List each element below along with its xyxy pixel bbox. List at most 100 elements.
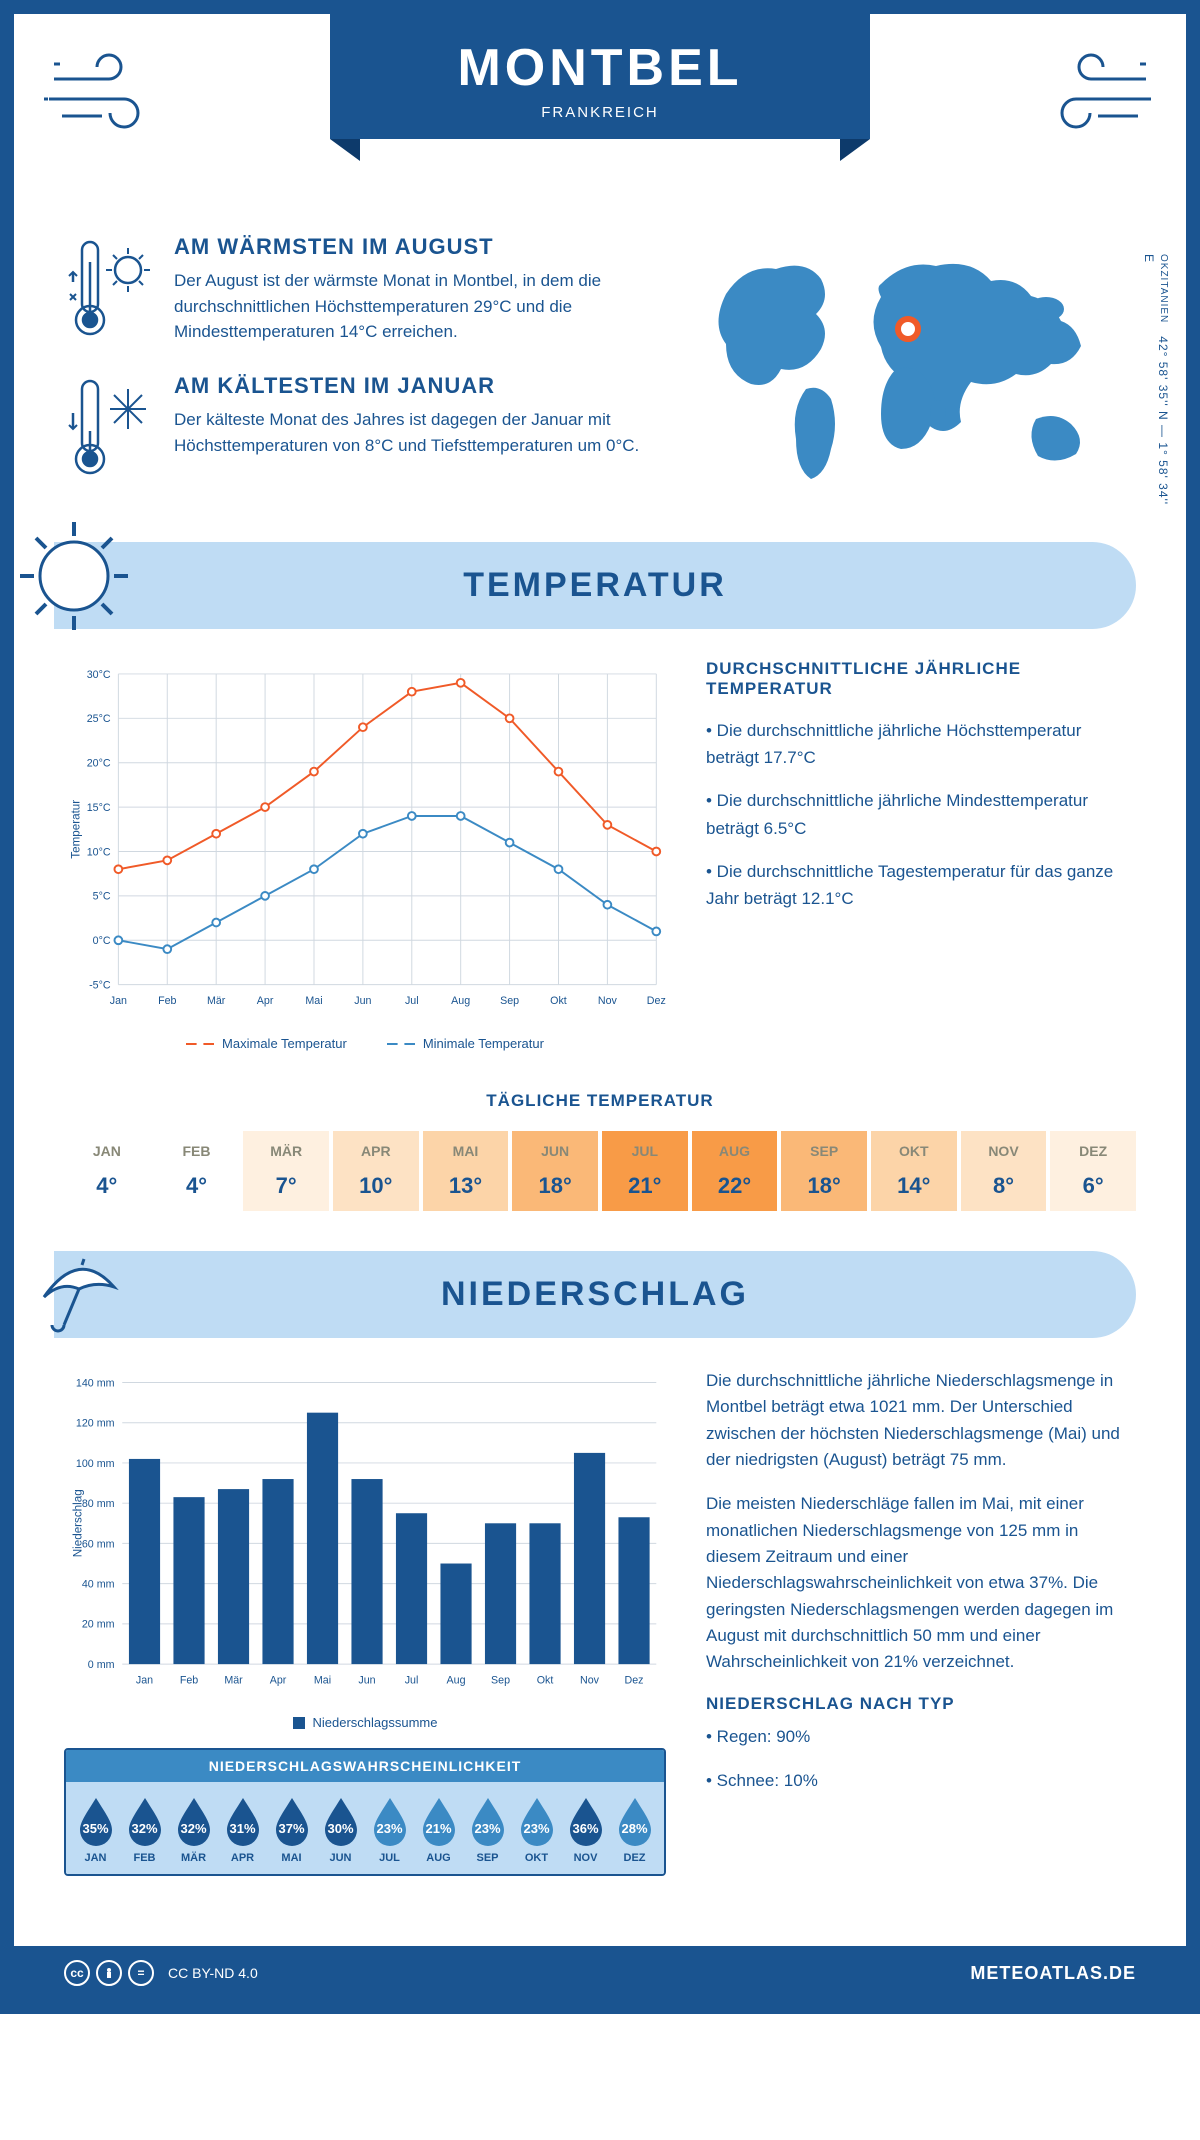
svg-text:80 mm: 80 mm bbox=[82, 1498, 115, 1510]
svg-text:0 mm: 0 mm bbox=[88, 1659, 115, 1671]
coldest-title: AM KÄLTESTEN IM JANUAR bbox=[174, 373, 666, 399]
svg-text:30°C: 30°C bbox=[87, 669, 111, 681]
daily-temperature-table: TÄGLICHE TEMPERATUR JAN4°FEB4°MÄR7°APR10… bbox=[64, 1091, 1136, 1211]
daily-temp-cell: SEP18° bbox=[781, 1131, 867, 1211]
warmest-title: AM WÄRMSTEN IM AUGUST bbox=[174, 234, 666, 260]
coldest-text: Der kälteste Monat des Jahres ist dagege… bbox=[174, 407, 666, 458]
prob-cell: 32%MÄR bbox=[170, 1794, 217, 1864]
svg-text:Feb: Feb bbox=[158, 995, 176, 1007]
license-text: CC BY-ND 4.0 bbox=[168, 1965, 258, 1981]
wind-icon-left bbox=[44, 44, 174, 149]
infographic-page: MONTBEL FRANKREICH AM WÄRMSTEN IM AUGUST… bbox=[0, 0, 1200, 2014]
svg-text:Mär: Mär bbox=[207, 995, 226, 1007]
svg-text:Jun: Jun bbox=[354, 995, 371, 1007]
svg-text:15°C: 15°C bbox=[87, 802, 111, 814]
daily-temp-cell: NOV8° bbox=[961, 1131, 1047, 1211]
svg-text:Jan: Jan bbox=[136, 1675, 153, 1687]
svg-text:5°C: 5°C bbox=[93, 891, 111, 903]
prob-cell: 30%JUN bbox=[317, 1794, 364, 1864]
site-name: METEOATLAS.DE bbox=[970, 1963, 1136, 1984]
prob-cell: 36%NOV bbox=[562, 1794, 609, 1864]
svg-text:40 mm: 40 mm bbox=[82, 1579, 115, 1591]
precip-heading: NIEDERSCHLAG bbox=[54, 1275, 1136, 1314]
cc-icons: cc = bbox=[64, 1960, 154, 1986]
thermometer-sun-icon bbox=[64, 234, 154, 349]
svg-text:Jun: Jun bbox=[358, 1675, 375, 1687]
svg-text:Aug: Aug bbox=[447, 1675, 466, 1687]
coordinates: OKZITANIEN 42° 58' 35'' N — 1° 58' 34'' … bbox=[1142, 254, 1170, 512]
temperature-line-chart: -5°C0°C5°C10°C15°C20°C25°C30°CJanFebMärA… bbox=[64, 659, 666, 1051]
page-subtitle: FRANKREICH bbox=[330, 104, 870, 121]
svg-text:60 mm: 60 mm bbox=[82, 1538, 115, 1550]
prob-cell: 31%APR bbox=[219, 1794, 266, 1864]
wind-icon-right bbox=[1026, 44, 1156, 149]
svg-text:100 mm: 100 mm bbox=[76, 1458, 115, 1470]
daily-temp-cell: JAN4° bbox=[64, 1131, 150, 1211]
svg-text:Sep: Sep bbox=[491, 1675, 510, 1687]
svg-text:25°C: 25°C bbox=[87, 713, 111, 725]
thermometer-snow-icon bbox=[64, 373, 154, 488]
svg-text:10°C: 10°C bbox=[87, 846, 111, 858]
svg-text:Nov: Nov bbox=[598, 995, 618, 1007]
footer: cc = CC BY-ND 4.0 METEOATLAS.DE bbox=[14, 1946, 1186, 2000]
title-banner: MONTBEL FRANKREICH bbox=[330, 14, 870, 139]
umbrella-icon bbox=[14, 1225, 134, 1345]
daily-temp-cell: MAI13° bbox=[423, 1131, 509, 1211]
svg-text:Dez: Dez bbox=[647, 995, 666, 1007]
svg-text:Apr: Apr bbox=[257, 995, 274, 1007]
svg-text:20 mm: 20 mm bbox=[82, 1619, 115, 1631]
prob-cell: 23%OKT bbox=[513, 1794, 560, 1864]
precip-bar-chart: 0 mm 20 mm 40 mm 60 mm 80 mm 100 mm 120 mm 140 … bbox=[64, 1368, 666, 1876]
prob-cell: 28%DEZ bbox=[611, 1794, 658, 1864]
svg-text:Okt: Okt bbox=[550, 995, 567, 1007]
svg-text:Okt: Okt bbox=[537, 1675, 554, 1687]
nd-icon: = bbox=[128, 1960, 154, 1986]
svg-text:Feb: Feb bbox=[180, 1675, 198, 1687]
svg-text:140 mm: 140 mm bbox=[76, 1377, 115, 1389]
sun-icon bbox=[14, 516, 134, 636]
warmest-text: Der August ist der wärmste Monat in Mont… bbox=[174, 268, 666, 345]
daily-temp-cell: DEZ6° bbox=[1050, 1131, 1136, 1211]
daily-temp-cell: OKT14° bbox=[871, 1131, 957, 1211]
page-title: MONTBEL bbox=[330, 38, 870, 98]
precip-probability-box: NIEDERSCHLAGSWAHRSCHEINLICHKEIT 35%JAN32… bbox=[64, 1748, 666, 1876]
svg-text:Temperatur: Temperatur bbox=[70, 800, 83, 859]
precip-summary: Die durchschnittliche jährliche Niedersc… bbox=[706, 1368, 1136, 1876]
daily-temp-cell: FEB4° bbox=[154, 1131, 240, 1211]
svg-text:Dez: Dez bbox=[625, 1675, 644, 1687]
svg-text:-5°C: -5°C bbox=[89, 980, 111, 992]
intro-section: AM WÄRMSTEN IM AUGUST Der August ist der… bbox=[64, 234, 1136, 512]
svg-text:120 mm: 120 mm bbox=[76, 1418, 115, 1430]
coldest-block: AM KÄLTESTEN IM JANUAR Der kälteste Mona… bbox=[64, 373, 666, 488]
prob-cell: 23%JUL bbox=[366, 1794, 413, 1864]
prob-cell: 35%JAN bbox=[72, 1794, 119, 1864]
prob-cell: 23%SEP bbox=[464, 1794, 511, 1864]
daily-temp-cell: MÄR7° bbox=[243, 1131, 329, 1211]
svg-text:20°C: 20°C bbox=[87, 758, 111, 770]
svg-text:Niederschlag: Niederschlag bbox=[71, 1489, 84, 1557]
svg-text:Mai: Mai bbox=[314, 1675, 331, 1687]
daily-temp-cell: APR10° bbox=[333, 1131, 419, 1211]
svg-text:Nov: Nov bbox=[580, 1675, 600, 1687]
svg-text:Mai: Mai bbox=[305, 995, 322, 1007]
daily-temp-cell: JUN18° bbox=[512, 1131, 598, 1211]
temperature-header: TEMPERATUR bbox=[54, 542, 1136, 629]
svg-text:Jul: Jul bbox=[405, 995, 419, 1007]
svg-text:Mär: Mär bbox=[224, 1675, 243, 1687]
prob-cell: 32%FEB bbox=[121, 1794, 168, 1864]
precip-header: NIEDERSCHLAG bbox=[54, 1251, 1136, 1338]
svg-text:Apr: Apr bbox=[270, 1675, 287, 1687]
warmest-block: AM WÄRMSTEN IM AUGUST Der August ist der… bbox=[64, 234, 666, 349]
header: MONTBEL FRANKREICH bbox=[14, 14, 1186, 214]
by-icon bbox=[96, 1960, 122, 1986]
daily-temp-cell: JUL21° bbox=[602, 1131, 688, 1211]
svg-text:Jul: Jul bbox=[405, 1675, 419, 1687]
cc-icon: cc bbox=[64, 1960, 90, 1986]
prob-cell: 37%MAI bbox=[268, 1794, 315, 1864]
svg-text:Aug: Aug bbox=[451, 995, 470, 1007]
bar-chart-legend: Niederschlagssumme bbox=[64, 1715, 666, 1730]
world-map: OKZITANIEN 42° 58' 35'' N — 1° 58' 34'' … bbox=[696, 234, 1136, 512]
svg-text:0°C: 0°C bbox=[93, 935, 111, 947]
temperature-summary: DURCHSCHNITTLICHE JÄHRLICHE TEMPERATUR •… bbox=[706, 659, 1136, 1051]
daily-temp-cell: AUG22° bbox=[692, 1131, 778, 1211]
